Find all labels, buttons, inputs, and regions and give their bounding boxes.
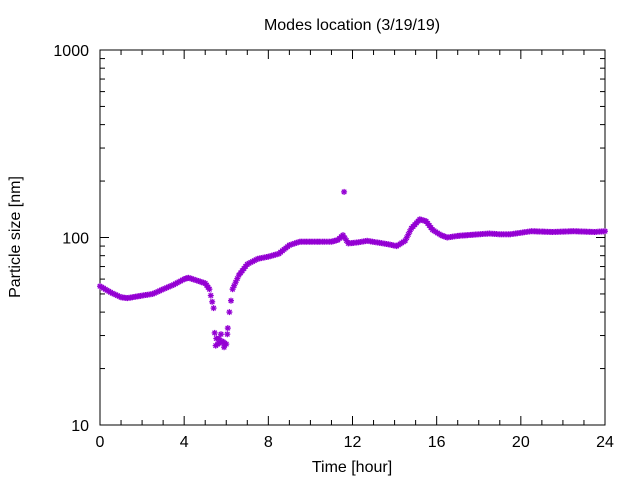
x-tick-label: 16 — [428, 434, 446, 451]
data-point — [341, 188, 348, 195]
tick-labels: 0 4 8 12 16 20 24 10 100 1000 — [53, 43, 614, 451]
y-axis-label: Particle size [nm] — [7, 176, 24, 298]
chart-title: Modes location (3/19/19) — [264, 17, 440, 34]
data-point — [207, 292, 214, 299]
y-tick-label: 1000 — [53, 43, 89, 60]
x-tick-label: 8 — [264, 434, 273, 451]
data-point — [226, 309, 233, 316]
data-point — [211, 329, 218, 336]
x-tick-label: 20 — [512, 434, 530, 451]
y-tick-label: 10 — [71, 418, 89, 435]
data-point — [224, 331, 231, 338]
data-point — [206, 286, 213, 293]
x-tick-label: 24 — [596, 434, 614, 451]
data-points — [97, 188, 608, 351]
x-tick-label: 12 — [344, 434, 362, 451]
axis-ticks — [99, 49, 606, 426]
x-axis-label: Time [hour] — [312, 459, 392, 476]
data-point — [218, 331, 224, 338]
data-point — [228, 297, 234, 304]
data-point — [221, 344, 228, 351]
x-tick-label: 0 — [96, 434, 105, 451]
plot-frame — [99, 49, 606, 426]
data-point — [212, 342, 219, 349]
data-point — [224, 325, 231, 332]
data-point — [210, 305, 217, 312]
data-point — [602, 228, 608, 235]
x-tick-label: 4 — [180, 434, 189, 451]
y-tick-label: 100 — [62, 231, 89, 248]
data-point — [209, 298, 216, 305]
